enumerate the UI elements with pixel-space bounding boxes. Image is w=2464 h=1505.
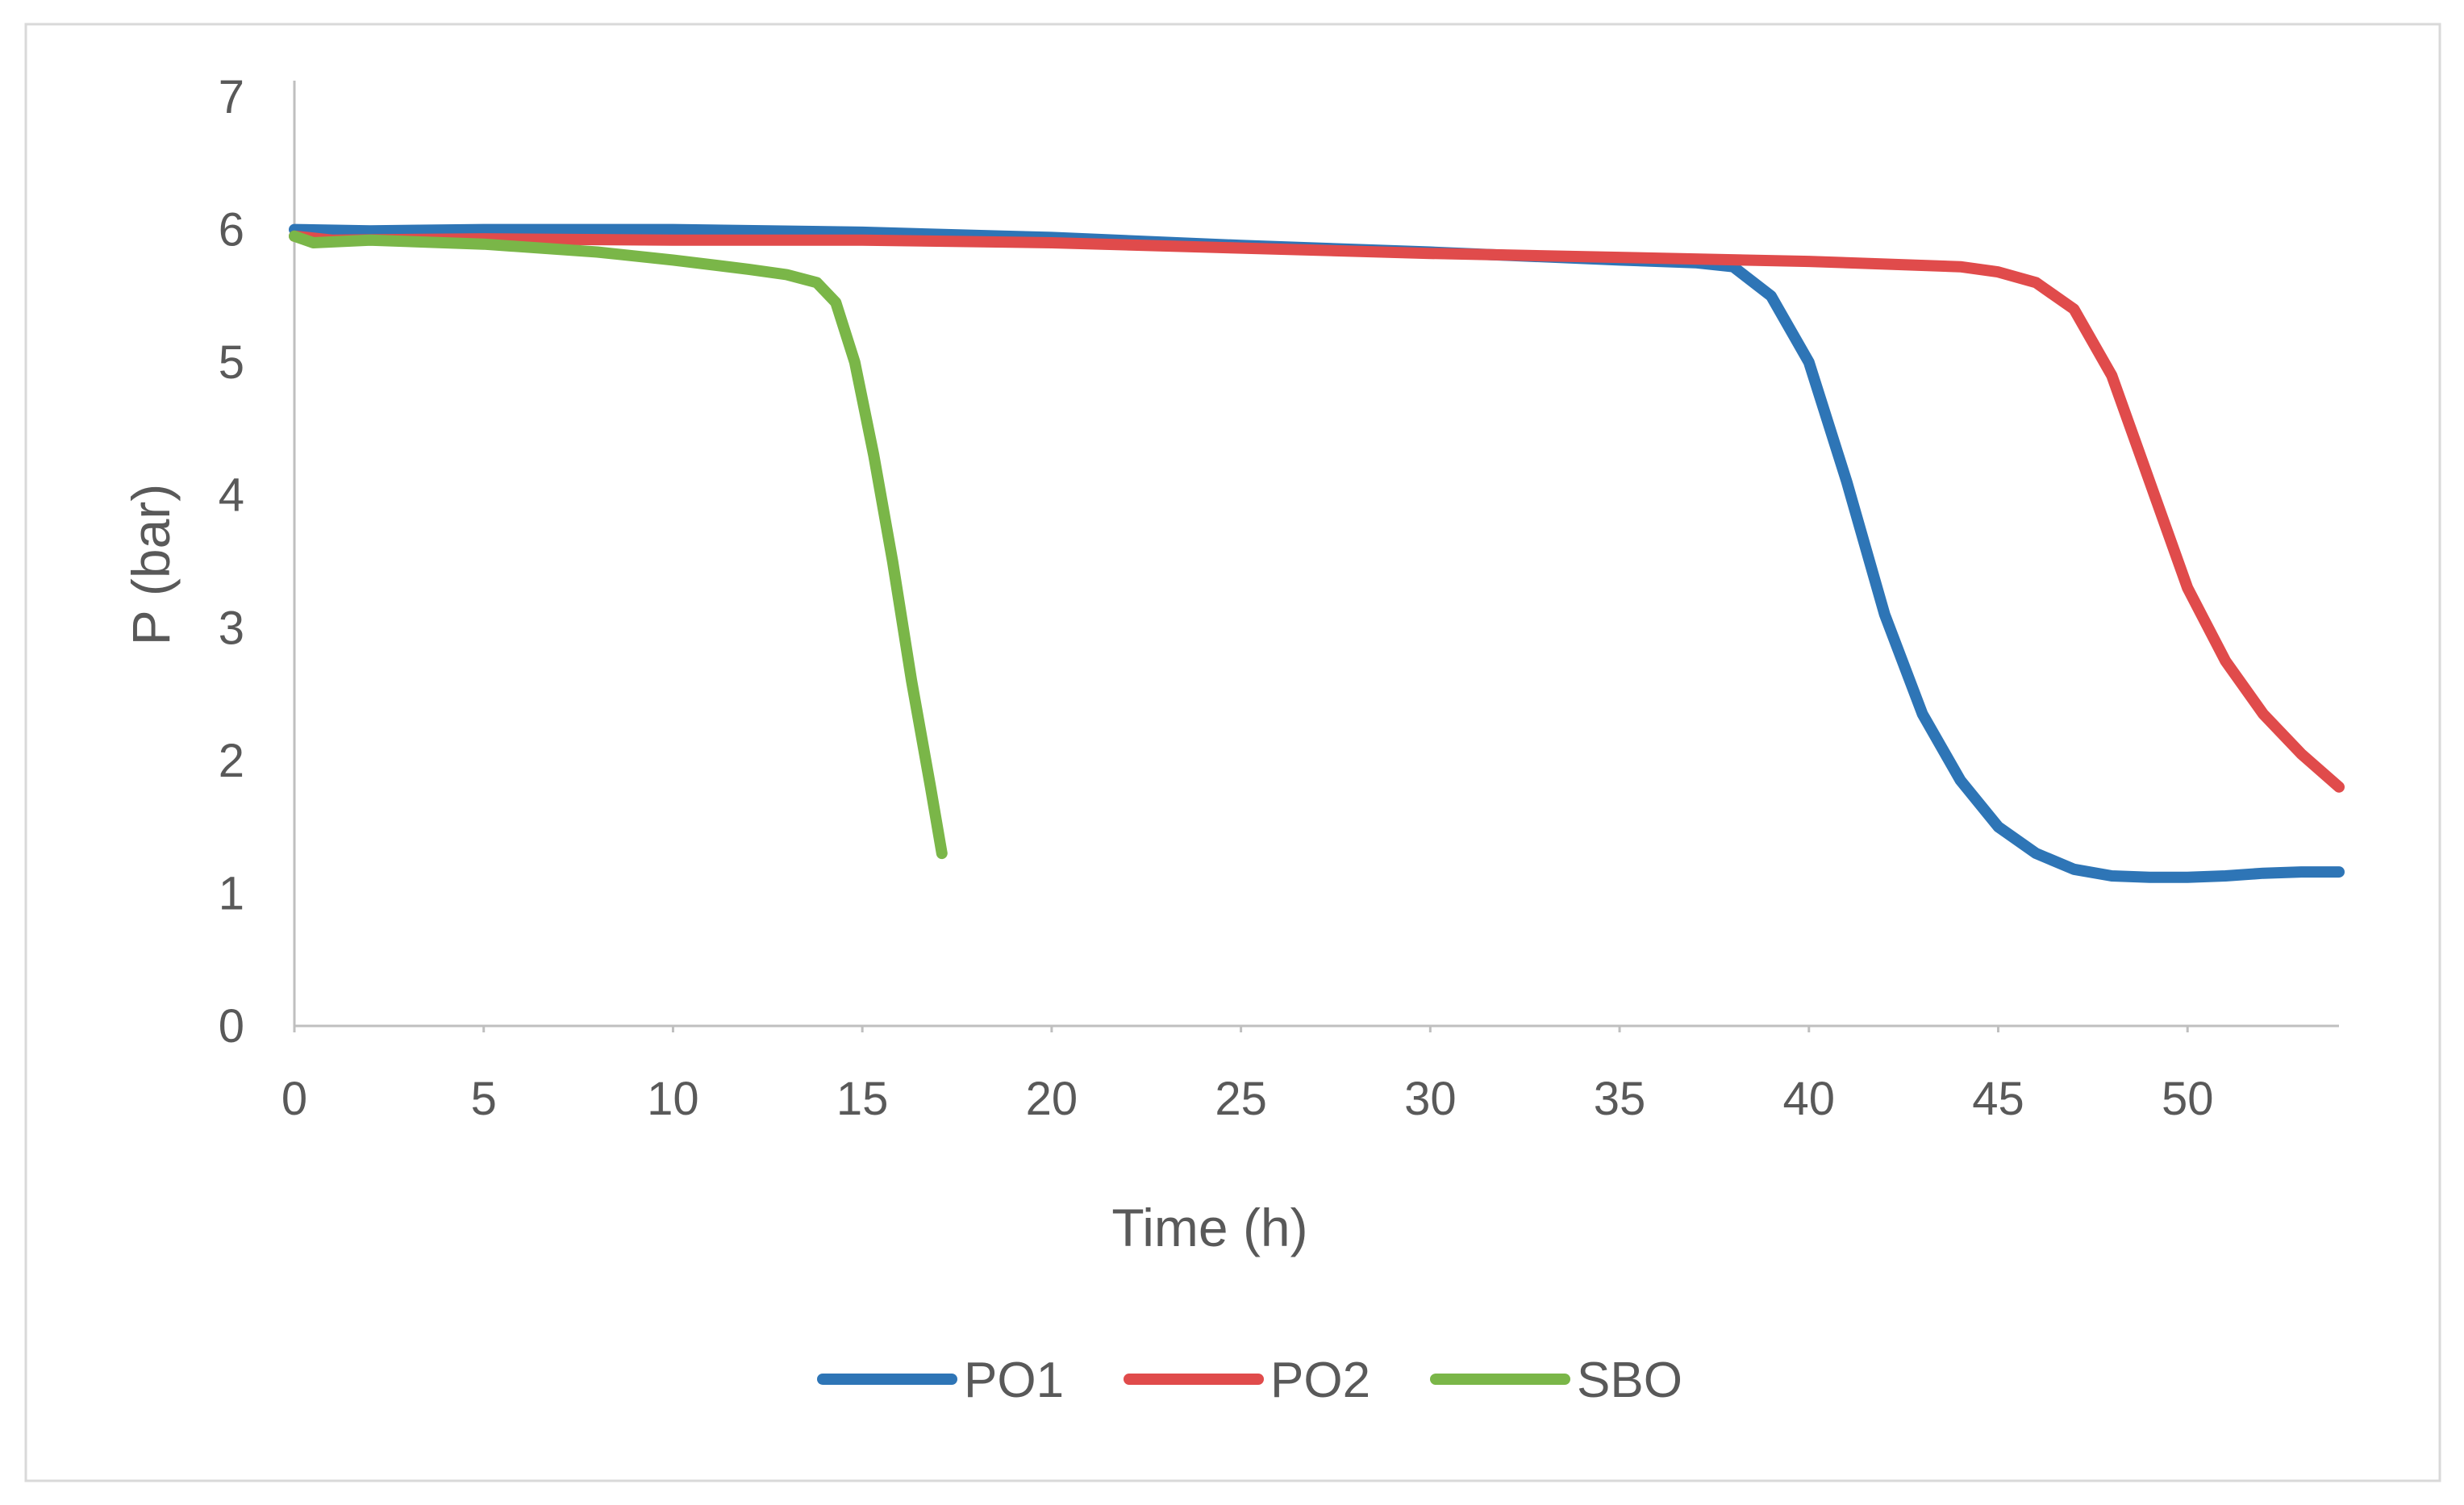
x-tick-label: 20 [1026,1073,1078,1125]
x-tick-label: 40 [1783,1073,1836,1125]
y-tick-label: 5 [219,336,244,389]
legend-label-po1: PO1 [964,1353,1064,1408]
x-tick-label: 50 [2162,1073,2214,1125]
x-tick-label: 45 [1972,1073,2024,1125]
y-tick-label: 0 [219,1000,244,1053]
series-line-po1 [289,223,2345,883]
legend-label-po2: PO2 [1270,1353,1370,1408]
x-tick-label: 0 [281,1073,307,1125]
x-tick-label: 15 [836,1073,889,1125]
y-tick-label: 1 [219,867,244,919]
y-tick-label: 6 [219,204,244,256]
x-tick-label: 25 [1215,1073,1267,1125]
series-line-po2 [289,230,2345,793]
series-group [289,223,2345,883]
x-axis-title: Time (h) [1111,1198,1307,1257]
y-tick-label: 7 [219,71,244,123]
y-tick-label: 4 [219,469,244,522]
y-tick-label: 3 [219,602,244,654]
legend-label-sbo: SBO [1577,1353,1682,1408]
x-tick-label: 5 [471,1073,497,1125]
y-axis-title: P (bar) [121,484,181,646]
x-tick-label: 10 [647,1073,699,1125]
x-tick-label: 30 [1404,1073,1457,1125]
y-tick-label: 2 [219,735,244,787]
x-tick-label: 35 [1594,1073,1646,1125]
series-line-sbo [289,230,948,860]
chart-border [24,23,2441,1482]
legend: PO1 PO2 SBO [817,1353,1682,1408]
